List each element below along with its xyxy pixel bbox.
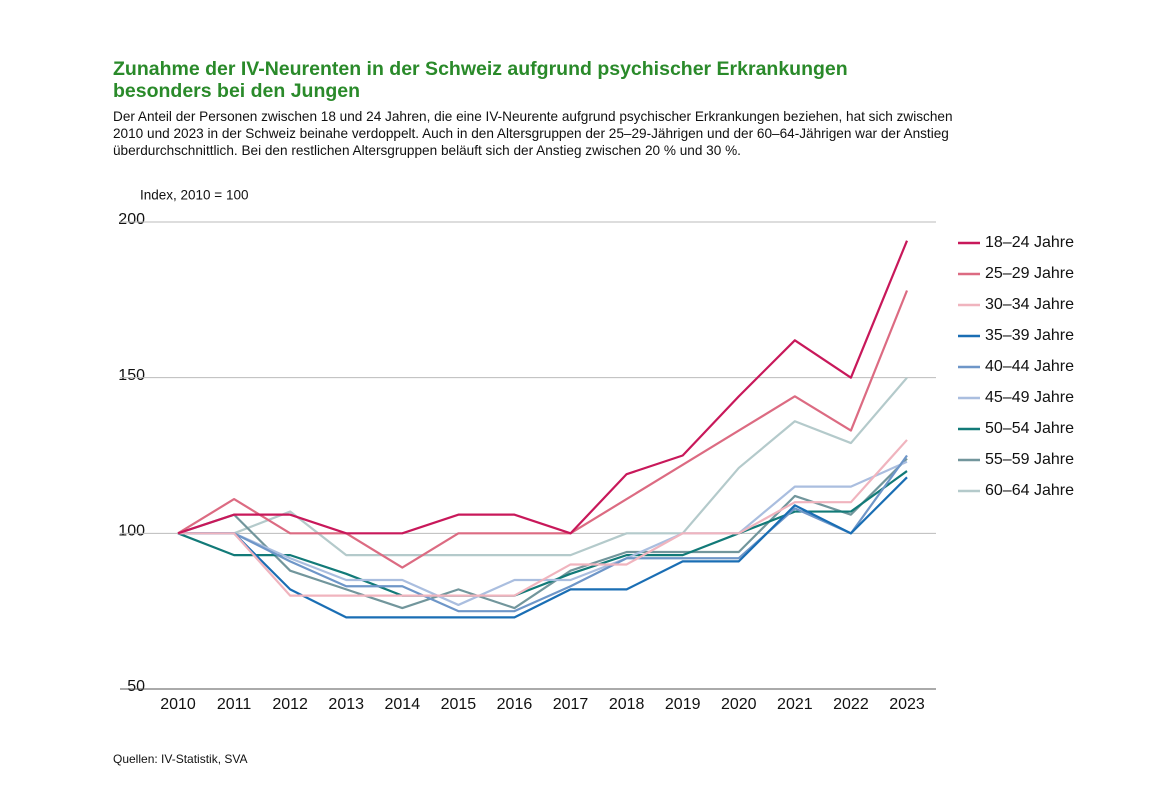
source: Quellen: IV-Statistik, SVA	[113, 752, 248, 766]
data-line	[178, 476, 908, 619]
y-tick-label: 200	[118, 211, 145, 228]
x-tick-label: 2022	[833, 696, 869, 713]
data-line	[178, 439, 908, 597]
y-tick-label: 150	[118, 367, 145, 384]
legend-label: 18–24 Jahre	[985, 234, 1074, 251]
data-line	[178, 454, 908, 613]
x-tick-label: 2010	[160, 696, 196, 713]
x-tick-label: 2023	[889, 696, 925, 713]
x-tick-label: 2012	[272, 696, 308, 713]
y-axis-label: Index, 2010 = 100	[140, 188, 248, 203]
subtitle-line: 2010 und 2023 in der Schweiz beinahe ver…	[113, 126, 949, 141]
title-line: Zunahme der IV-Neurenten in der Schweiz …	[113, 58, 848, 80]
y-tick-label: 100	[118, 523, 145, 540]
x-tick-label: 2017	[553, 696, 589, 713]
legend-label: 50–54 Jahre	[985, 420, 1074, 437]
legend-label: 60–64 Jahre	[985, 482, 1074, 499]
legend-label: 55–59 Jahre	[985, 451, 1074, 468]
legend-label: 30–34 Jahre	[985, 296, 1074, 313]
legend-label: 45–49 Jahre	[985, 389, 1074, 406]
data-line	[177, 457, 908, 610]
x-tick-label: 2015	[441, 696, 477, 713]
x-tick-label: 2013	[328, 696, 364, 713]
x-tick-label: 2016	[497, 696, 533, 713]
y-tick-label: 50	[127, 678, 145, 695]
legend-label: 40–44 Jahre	[985, 358, 1074, 375]
subtitle-line: überdurchschnittlich. Bei den restlichen…	[113, 143, 741, 158]
x-tick-label: 2020	[721, 696, 757, 713]
legend-label: 25–29 Jahre	[985, 265, 1074, 282]
data-line	[177, 240, 909, 535]
legend-label: 35–39 Jahre	[985, 327, 1074, 344]
x-tick-label: 2019	[665, 696, 701, 713]
x-tick-label: 2011	[217, 696, 252, 713]
data-line	[178, 376, 908, 557]
chart-subtitle: Der Anteil der Personen zwischen 18 und …	[113, 108, 953, 159]
chart-title: Zunahme der IV-Neurenten in der Schweiz …	[113, 58, 848, 102]
subtitle-line: Der Anteil der Personen zwischen 18 und …	[113, 109, 953, 124]
x-tick-label: 2018	[609, 696, 645, 713]
data-line	[177, 290, 909, 569]
x-tick-label: 2014	[385, 696, 421, 713]
title-line: besonders bei den Jungen	[113, 80, 361, 102]
x-tick-label: 2021	[777, 696, 813, 713]
